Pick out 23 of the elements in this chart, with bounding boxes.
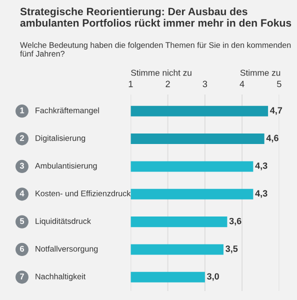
chart-title: Strategische Reorientierung: Der Ausbau des ambulanten Portfolios rückt immer mehr in den Fokus (20, 8, 292, 27)
text: Stimme zu (240, 69, 280, 76)
data-label: 3,0 (206, 273, 219, 281)
x-tick-label: 2 (166, 80, 170, 88)
data-label: 3,6 (229, 218, 242, 226)
x-tick-label: 1 (128, 80, 133, 88)
x-tick-label: 5 (277, 80, 282, 88)
data-label: 3,5 (226, 246, 238, 254)
category-label: 5 Liquiditätsdruck (20, 218, 91, 226)
category-label: 7 Nachhaltigkeit (20, 273, 86, 281)
data-label: 4,7 (270, 107, 282, 115)
chart-subtitle: Welche Bedeutung haben die folgenden Themen für Sie in den kommenden fünf Jahren? (20, 42, 291, 57)
category-label: 6 Notfallversorgung (20, 246, 98, 254)
category-label: 3 Ambulantisierung (20, 162, 97, 170)
data-label: 4,6 (266, 134, 278, 143)
x-tick-label: 3 (202, 80, 208, 88)
data-label: 4,3 (255, 162, 268, 170)
category-label: 4 Kosten- und Effizienzdruck (20, 190, 131, 196)
text: Stimme nicht zu (131, 69, 192, 76)
category-label: 1 Fachkräftemangel (20, 107, 99, 115)
category-label: 2 Digitalisierung (20, 135, 86, 143)
x-tick-label: 4 (240, 80, 244, 88)
data-label: 4,3 (255, 190, 268, 198)
